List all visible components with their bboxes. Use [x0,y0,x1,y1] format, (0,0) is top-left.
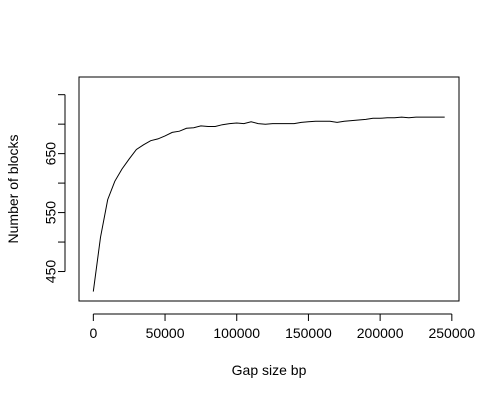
series-layer [92,116,445,292]
series-line [92,116,445,292]
y-axis: 450 550 650 [43,94,66,284]
plot-frame [78,76,460,302]
y-axis-label: Number of blocks [5,135,21,244]
y-tick-label: 550 [43,201,59,225]
x-tick-label: 0 [89,325,97,341]
y-tick-label: 650 [43,142,59,166]
x-tick-label: 100000 [213,325,260,341]
x-tick-label: 250000 [428,325,475,341]
x-tick-label: 50000 [146,325,185,341]
x-axis-label: Gap size bp [232,362,307,378]
x-tick-label: 200000 [357,325,404,341]
y-tick-label: 450 [43,260,59,284]
x-axis: 0 50000 100000 150000 200000 250000 [89,313,475,341]
x-tick-label: 150000 [285,325,332,341]
